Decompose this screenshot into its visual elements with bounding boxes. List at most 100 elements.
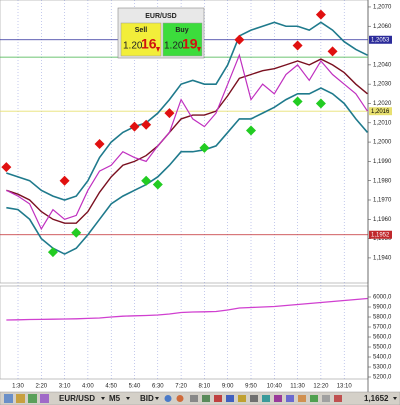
- level-label: 1,2053: [371, 37, 390, 43]
- y-tick-label: 1,2060: [373, 24, 392, 30]
- signal-marker: [199, 142, 210, 153]
- toolbar-icon[interactable]: [40, 394, 49, 403]
- series-line: [6, 87, 369, 255]
- y-tick-label: 5800,0: [373, 315, 392, 321]
- y-tick-label: 5400,0: [373, 355, 392, 361]
- toolbar-icon[interactable]: [190, 395, 198, 402]
- x-tick-label: 7:20: [175, 384, 187, 390]
- x-tick-label: 4:00: [82, 384, 94, 390]
- toolbar-icon[interactable]: [286, 395, 294, 402]
- signal-marker: [152, 179, 163, 190]
- signal-marker: [141, 119, 152, 130]
- toolbar-icon[interactable]: [238, 395, 246, 402]
- level-label-box: [369, 107, 392, 116]
- y-tick-label: 1,1950: [373, 236, 392, 242]
- y-tick-label: 1,2000: [373, 140, 392, 146]
- series-line: [6, 53, 368, 231]
- signal-marker: [141, 175, 152, 186]
- y-tick-label: 5200,0: [373, 375, 392, 381]
- toolbar-icon[interactable]: [164, 395, 172, 402]
- y-tick-label: 5900,0: [373, 305, 392, 311]
- toolbar-icon[interactable]: [202, 395, 210, 402]
- series-line: [6, 58, 368, 224]
- level-label-box: [369, 35, 392, 44]
- buy-price-prefix: 1.20: [164, 41, 184, 52]
- buy-button[interactable]: [162, 22, 203, 57]
- signal-marker: [129, 121, 140, 132]
- sell-label: Sell: [135, 27, 148, 34]
- toolbar-icon[interactable]: [298, 395, 306, 402]
- sell-arrow: [156, 47, 160, 52]
- y-tick-label: 1,2070: [373, 5, 392, 11]
- account-value[interactable]: 1,1652: [364, 394, 389, 403]
- signal-marker: [47, 247, 58, 258]
- series-line: [6, 21, 368, 201]
- signal-marker: [315, 9, 326, 20]
- y-tick-label: 6000,0: [373, 295, 392, 301]
- price-type-selector[interactable]: BID: [140, 394, 154, 403]
- toolbar-icon[interactable]: [176, 395, 184, 402]
- y-tick-label: 5700,0: [373, 325, 392, 331]
- x-tick-label: 9:50: [245, 384, 257, 390]
- toolbar-icon[interactable]: [16, 394, 25, 403]
- toolbar-icon[interactable]: [226, 395, 234, 402]
- trade-ticket[interactable]: EUR/USD Sell Buy 1.20 16 1.20 19: [117, 7, 205, 59]
- y-tick-label: 1,1960: [373, 217, 392, 223]
- signal-marker: [71, 227, 82, 238]
- plot: 1:30 2:20 3:10 4:00 4:50 5:40 6:30 7:20 8:10 9:00…: [0, 0, 392, 390]
- toolbar-icon[interactable]: [310, 395, 318, 402]
- x-tick-label: 1:30: [12, 384, 24, 390]
- signal-marker: [327, 46, 338, 57]
- toolbar-icon[interactable]: [322, 395, 330, 402]
- x-tick-label: 9:00: [222, 384, 234, 390]
- signal-marker: [94, 139, 105, 150]
- toolbar-icon[interactable]: [334, 395, 342, 402]
- level-label-box: [369, 230, 392, 239]
- toolbar-icon[interactable]: [274, 395, 282, 402]
- sell-price-pips: 16: [141, 36, 157, 52]
- y-tick-label: 1,1940: [373, 255, 392, 261]
- signal-marker: [234, 34, 245, 45]
- toolbar-icon[interactable]: [262, 395, 270, 402]
- y-tick-label: 1,1980: [373, 178, 392, 184]
- buy-label: Buy: [175, 27, 188, 34]
- x-tick-label: 4:50: [105, 384, 117, 390]
- y-tick-label: 5300,0: [373, 365, 392, 371]
- buy-arrow: [197, 47, 201, 52]
- sell-price-prefix: 1.20: [123, 41, 143, 52]
- x-tick-label: 3:10: [59, 384, 71, 390]
- ticket-symbol: EUR/USD: [145, 13, 177, 20]
- symbol-selector[interactable]: EUR/USD: [59, 394, 95, 403]
- x-tick-label: 10:40: [267, 384, 283, 390]
- signal-marker: [1, 162, 12, 173]
- y-tick-label: 1,2030: [373, 82, 392, 88]
- y-tick-label: 5600,0: [373, 335, 392, 341]
- y-tick-label: 5500,0: [373, 345, 392, 351]
- buy-price-pips: 19: [182, 36, 198, 52]
- series-line: [6, 297, 368, 321]
- x-tick-label: 13:10: [337, 384, 353, 390]
- level-label: 1,1952: [371, 232, 390, 238]
- toolbar-icon[interactable]: [250, 395, 258, 402]
- x-tick-label: 6:30: [152, 384, 164, 390]
- sell-button[interactable]: [120, 22, 162, 57]
- signal-marker: [59, 175, 70, 186]
- x-tick-label: 12:20: [313, 384, 329, 390]
- signal-marker: [164, 108, 175, 119]
- timeframe-selector[interactable]: M5: [109, 394, 121, 403]
- signal-marker: [292, 96, 303, 107]
- toolbar: EUR/USD M5 BID 1,1652: [0, 391, 400, 405]
- x-tick-label: 5:40: [129, 384, 141, 390]
- y-tick-label: 1,2040: [373, 62, 392, 68]
- y-tick-label: 1,2010: [373, 120, 392, 126]
- toolbar-icon[interactable]: [214, 395, 222, 402]
- toolbar-icon[interactable]: [4, 394, 13, 403]
- x-tick-label: 11:30: [290, 384, 305, 390]
- y-tick-label: 1,1990: [373, 159, 392, 165]
- x-tick-label: 8:10: [199, 384, 211, 390]
- y-tick-label: 1,1970: [373, 198, 392, 204]
- toolbar-icon[interactable]: [28, 394, 37, 403]
- x-tick-label: 2:20: [35, 384, 47, 390]
